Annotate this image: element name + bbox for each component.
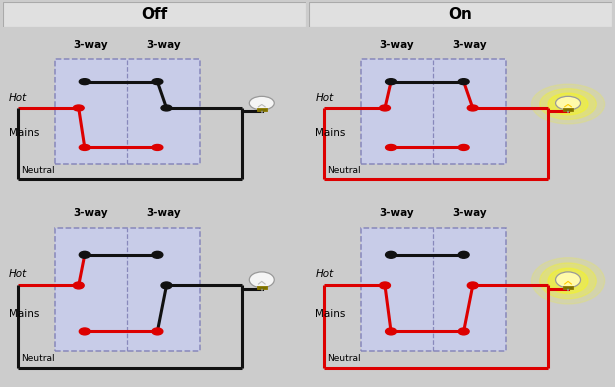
Text: Mains: Mains <box>315 128 346 138</box>
Text: Hot: Hot <box>315 269 334 279</box>
Text: Neutral: Neutral <box>22 166 55 175</box>
Text: Neutral: Neutral <box>328 354 361 363</box>
Circle shape <box>79 328 90 335</box>
Text: Hot: Hot <box>315 93 334 103</box>
Text: 3-way: 3-way <box>146 41 181 50</box>
Bar <box>361 228 506 351</box>
Bar <box>361 58 506 164</box>
Circle shape <box>555 272 581 288</box>
Circle shape <box>467 282 478 289</box>
Text: Mains: Mains <box>9 309 39 319</box>
Circle shape <box>79 251 90 258</box>
Bar <box>55 58 200 164</box>
Circle shape <box>152 328 163 335</box>
Text: Hot: Hot <box>9 93 28 103</box>
Text: Mains: Mains <box>315 309 346 319</box>
Circle shape <box>386 251 397 258</box>
Text: 3-way: 3-way <box>453 41 487 50</box>
Text: Off: Off <box>141 7 167 22</box>
Text: 3-way: 3-way <box>380 41 415 50</box>
Circle shape <box>386 328 397 335</box>
Circle shape <box>548 268 588 293</box>
Circle shape <box>161 282 172 289</box>
Text: 3-way: 3-way <box>74 41 108 50</box>
Circle shape <box>458 328 469 335</box>
Circle shape <box>548 93 588 115</box>
Text: Neutral: Neutral <box>22 354 55 363</box>
Circle shape <box>79 144 90 151</box>
Circle shape <box>458 144 469 151</box>
Bar <box>257 286 267 289</box>
Bar <box>563 108 573 111</box>
Text: Neutral: Neutral <box>328 166 361 175</box>
Circle shape <box>531 84 605 124</box>
Circle shape <box>386 144 397 151</box>
Circle shape <box>249 96 274 110</box>
Text: 3-way: 3-way <box>453 208 487 217</box>
Circle shape <box>249 272 274 288</box>
Circle shape <box>79 79 90 85</box>
Circle shape <box>386 79 397 85</box>
Circle shape <box>555 96 581 110</box>
Circle shape <box>458 251 469 258</box>
Circle shape <box>467 105 478 111</box>
Circle shape <box>540 89 597 120</box>
Circle shape <box>152 251 163 258</box>
Bar <box>55 228 200 351</box>
Text: Hot: Hot <box>9 269 28 279</box>
Circle shape <box>73 105 84 111</box>
Text: 3-way: 3-way <box>146 208 181 217</box>
Circle shape <box>152 144 163 151</box>
Text: 3-way: 3-way <box>380 208 415 217</box>
Circle shape <box>379 282 391 289</box>
Circle shape <box>73 282 84 289</box>
Circle shape <box>458 79 469 85</box>
Circle shape <box>540 263 597 299</box>
Bar <box>257 108 267 111</box>
Circle shape <box>152 79 163 85</box>
Text: 3-way: 3-way <box>74 208 108 217</box>
Bar <box>563 286 573 289</box>
Circle shape <box>531 258 605 304</box>
Circle shape <box>161 105 172 111</box>
Circle shape <box>379 105 391 111</box>
Text: On: On <box>449 7 472 22</box>
Text: Mains: Mains <box>9 128 39 138</box>
